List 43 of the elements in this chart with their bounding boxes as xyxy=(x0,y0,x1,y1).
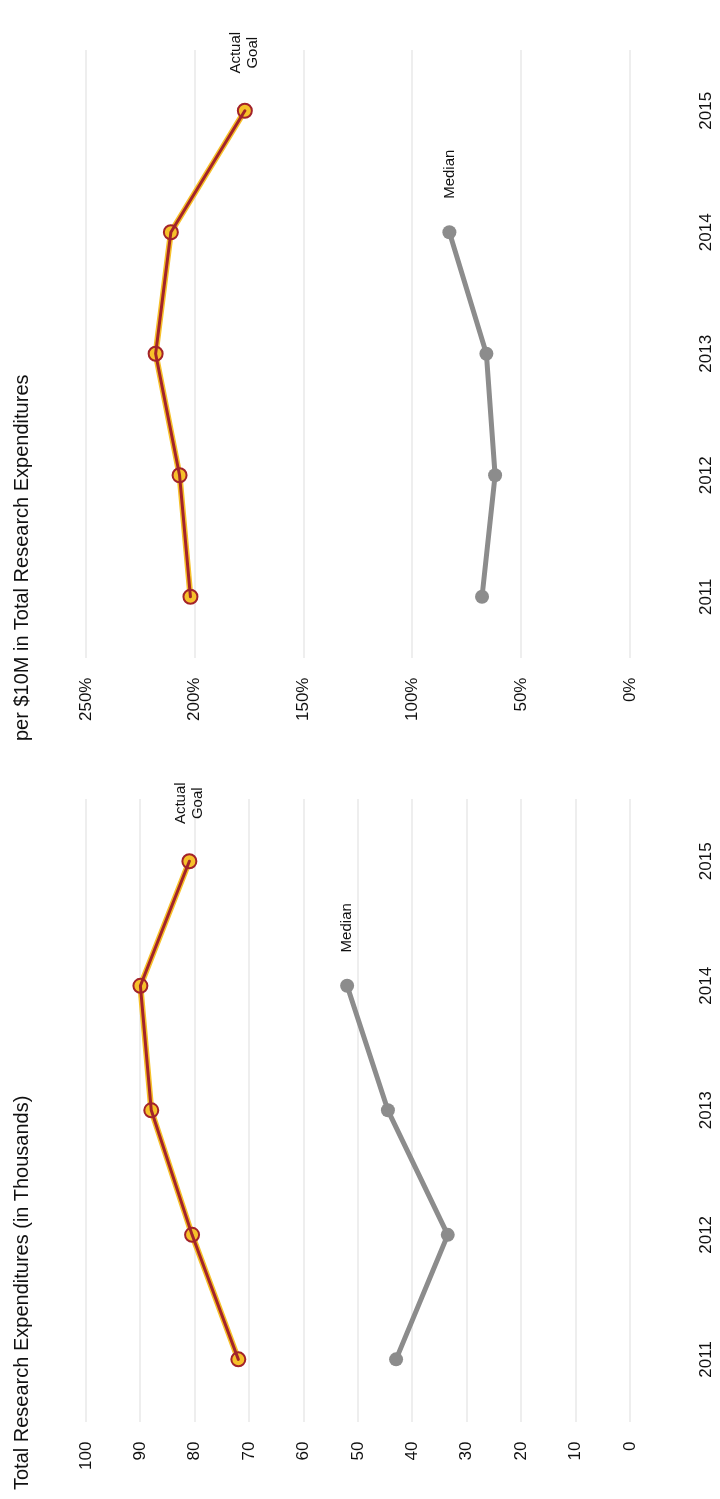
text: Goal xyxy=(243,36,261,69)
x-tick-label: 20 xyxy=(510,1441,530,1461)
y-tick-label: 2014 xyxy=(695,966,715,1005)
text: per $10M in Total Research Expenditures xyxy=(9,374,32,741)
point xyxy=(440,1227,455,1242)
y-tick-label: 2013 xyxy=(695,1091,715,1130)
x-tick-label: 250% xyxy=(75,677,95,721)
text: Total Research Expenditures (in Thousands) xyxy=(9,1095,32,1490)
x-tick-label: 30 xyxy=(456,1441,476,1461)
x-tick-label: 50% xyxy=(510,677,530,712)
text: Actual xyxy=(171,782,188,825)
x-tick-label: 80 xyxy=(184,1441,204,1461)
x-tick-label: 60 xyxy=(293,1441,313,1461)
text: Median xyxy=(439,149,457,199)
y-tick-label: 2014 xyxy=(695,213,715,252)
text: Median xyxy=(337,903,355,953)
y-tick-label: 2011 xyxy=(695,578,715,616)
point xyxy=(340,978,355,993)
point xyxy=(488,468,503,483)
y-tick-label: 2011 xyxy=(695,1341,715,1378)
y-tick-label: 2012 xyxy=(695,456,715,495)
text: Goal xyxy=(188,787,205,820)
text: Actual xyxy=(226,31,244,74)
point xyxy=(479,346,494,361)
x-tick-label: 150% xyxy=(293,677,313,721)
x-tick-label: 50 xyxy=(347,1441,367,1461)
point xyxy=(442,225,457,240)
y-tick-label: 2012 xyxy=(695,1215,715,1254)
y-tick-label: 2015 xyxy=(695,91,715,130)
point xyxy=(389,1352,404,1367)
x-tick-label: 100% xyxy=(402,677,422,721)
x-tick-label: 10 xyxy=(565,1441,585,1461)
point xyxy=(475,589,490,604)
x-tick-label: 90 xyxy=(130,1441,150,1461)
point xyxy=(380,1103,395,1118)
y-tick-label: 2013 xyxy=(695,334,715,373)
x-tick-label: 40 xyxy=(402,1441,422,1461)
x-tick-label: 70 xyxy=(238,1441,258,1461)
x-tick-label: 200% xyxy=(184,677,204,721)
x-tick-label: 100 xyxy=(75,1441,95,1471)
x-tick-label: 0 xyxy=(619,1441,639,1452)
y-tick-label: 2015 xyxy=(695,842,715,881)
x-tick-label: 0% xyxy=(619,677,639,703)
